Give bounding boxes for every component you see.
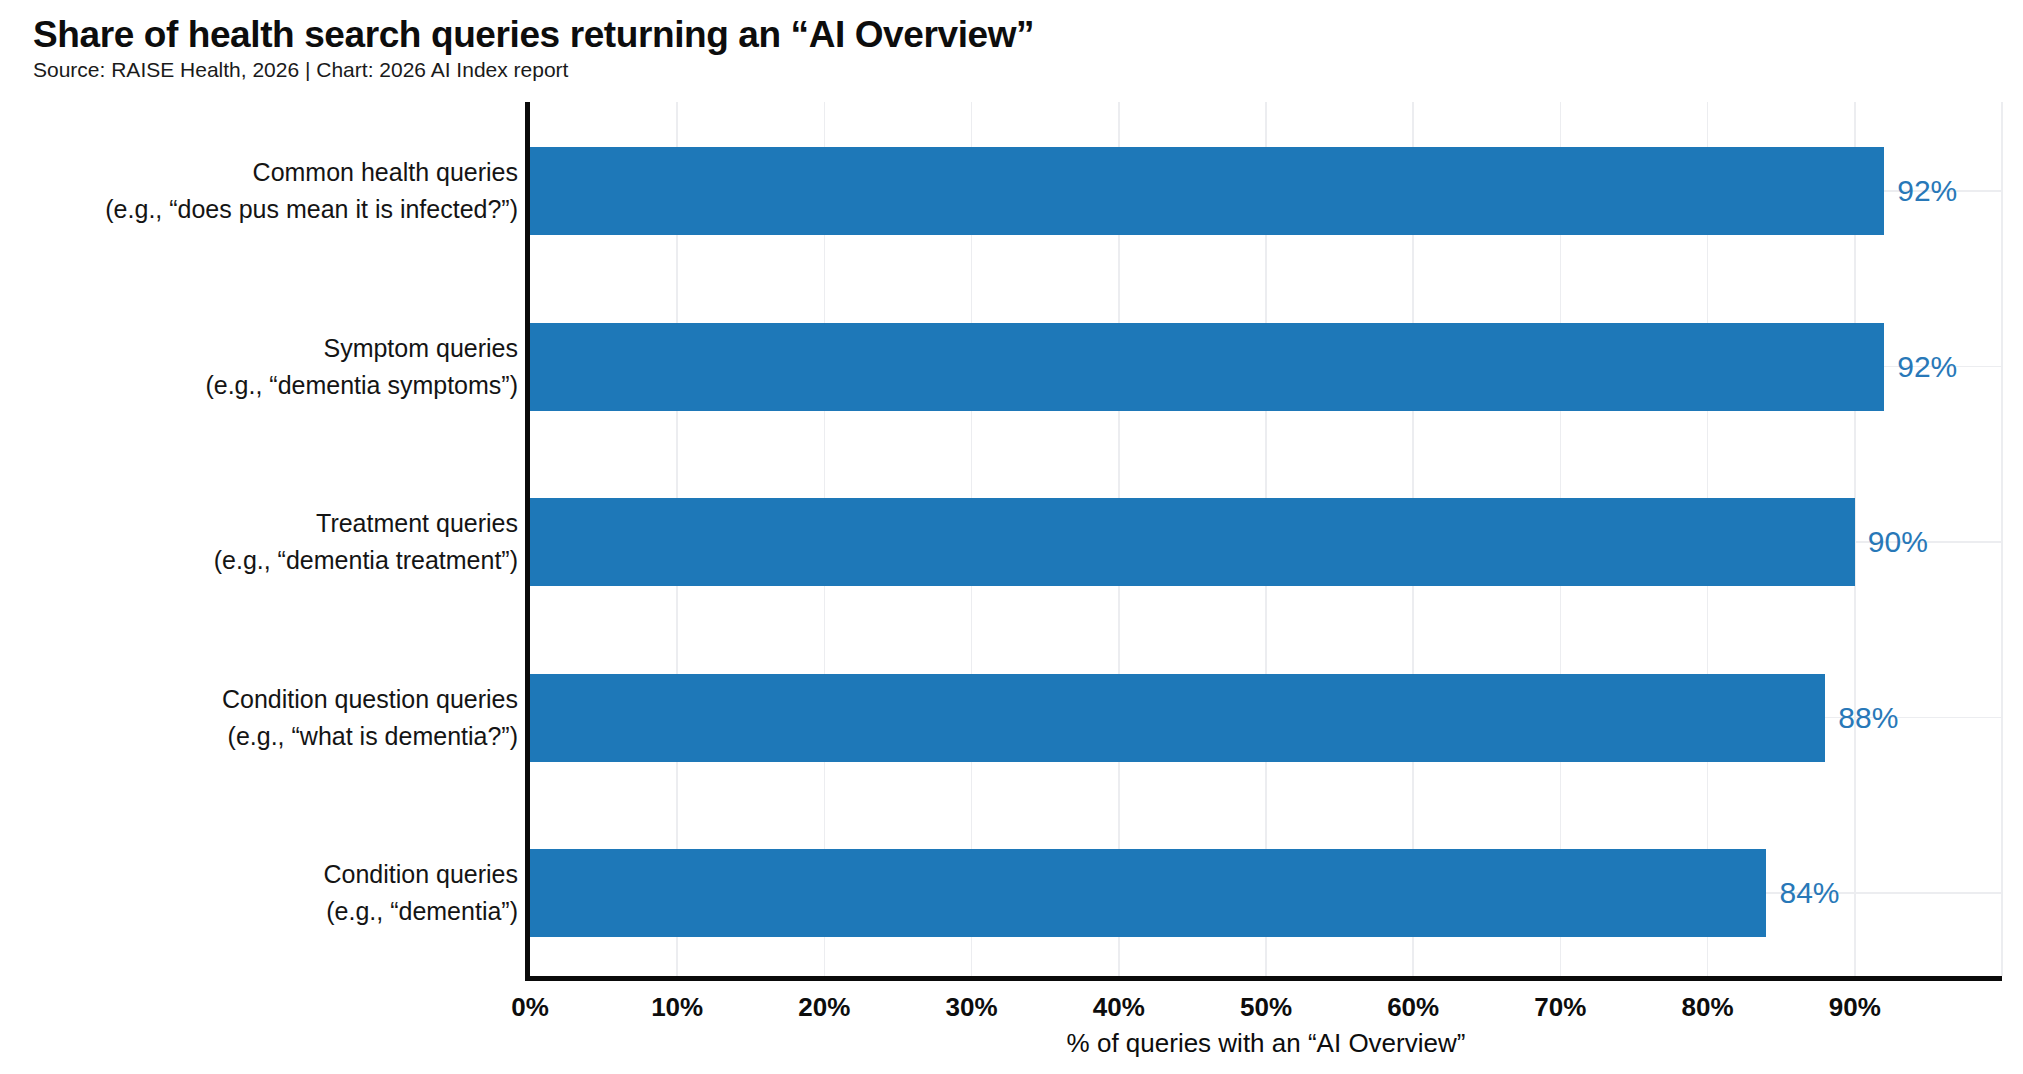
x-axis-ticks: 0%10%20%30%40%50%60%70%80%90% bbox=[530, 992, 2002, 1026]
x-tick-label: 20% bbox=[798, 992, 850, 1023]
x-tick-label: 90% bbox=[1829, 992, 1881, 1023]
x-tick-label: 80% bbox=[1682, 992, 1734, 1023]
bar bbox=[530, 674, 1825, 762]
category-label: Symptom queries(e.g., “dementia symptoms… bbox=[0, 330, 518, 404]
category-label-main: Symptom queries bbox=[0, 330, 518, 367]
bar bbox=[530, 147, 1884, 235]
category-label-main: Treatment queries bbox=[0, 505, 518, 542]
x-tick-label: 60% bbox=[1387, 992, 1439, 1023]
category-labels: Common health queries(e.g., “does pus me… bbox=[0, 100, 518, 976]
category-label-example: (e.g., “dementia treatment”) bbox=[0, 542, 518, 579]
category-label-main: Condition question queries bbox=[0, 681, 518, 718]
x-tick-label: 0% bbox=[511, 992, 549, 1023]
category-label-example: (e.g., “what is dementia?”) bbox=[0, 718, 518, 755]
x-tick-label: 50% bbox=[1240, 992, 1292, 1023]
bar-value-label: 92% bbox=[1897, 345, 1957, 389]
bar bbox=[530, 849, 1766, 937]
bar bbox=[530, 498, 1855, 586]
chart-source: Source: RAISE Health, 2026 | Chart: 2026… bbox=[33, 58, 568, 82]
category-label-main: Condition queries bbox=[0, 856, 518, 893]
bar-value-label: 84% bbox=[1779, 871, 1839, 915]
x-tick-label: 10% bbox=[651, 992, 703, 1023]
x-tick-label: 30% bbox=[946, 992, 998, 1023]
vertical-gridline bbox=[2001, 102, 2003, 976]
x-tick-label: 70% bbox=[1534, 992, 1586, 1023]
category-label: Common health queries(e.g., “does pus me… bbox=[0, 154, 518, 228]
bar-value-label: 88% bbox=[1838, 696, 1898, 740]
y-axis-line bbox=[525, 102, 530, 981]
category-label: Condition queries(e.g., “dementia”) bbox=[0, 856, 518, 930]
category-label-example: (e.g., “dementia”) bbox=[0, 893, 518, 930]
category-label: Condition question queries(e.g., “what i… bbox=[0, 681, 518, 755]
plot-area: 92% 92% 90% 88% 84% bbox=[530, 100, 2002, 976]
bar-value-label: 90% bbox=[1868, 520, 1928, 564]
chart-figure: Share of health search queries returning… bbox=[0, 0, 2023, 1074]
category-label-example: (e.g., “dementia symptoms”) bbox=[0, 367, 518, 404]
x-tick-label: 40% bbox=[1093, 992, 1145, 1023]
category-label: Treatment queries(e.g., “dementia treatm… bbox=[0, 505, 518, 579]
x-axis-line bbox=[525, 976, 2002, 981]
chart-title: Share of health search queries returning… bbox=[33, 14, 1034, 56]
x-axis-title: % of queries with an “AI Overview” bbox=[530, 1028, 2002, 1059]
category-label-main: Common health queries bbox=[0, 154, 518, 191]
bar-value-label: 92% bbox=[1897, 169, 1957, 213]
category-label-example: (e.g., “does pus mean it is infected?”) bbox=[0, 191, 518, 228]
bar bbox=[530, 323, 1884, 411]
